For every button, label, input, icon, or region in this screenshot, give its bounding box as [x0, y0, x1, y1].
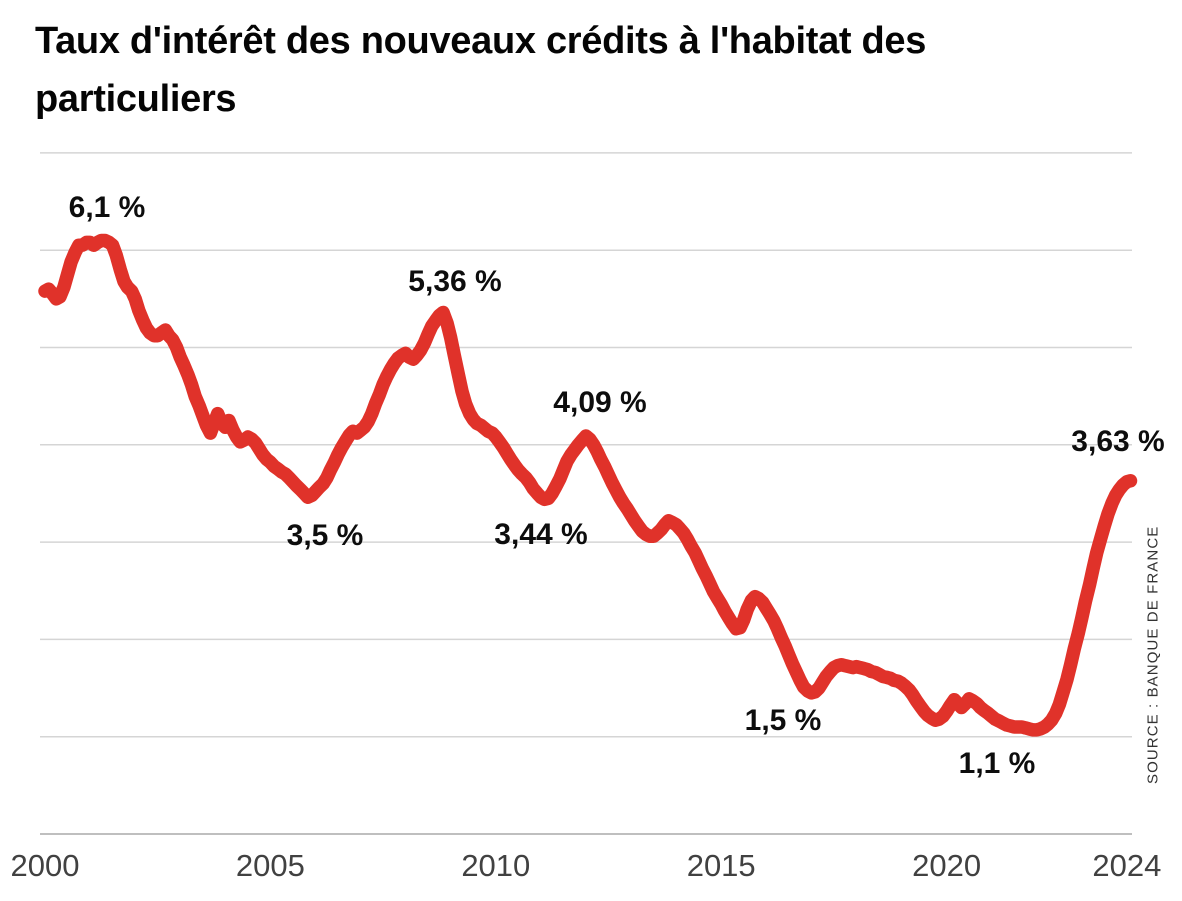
- value-annotation: 3,5 %: [286, 519, 364, 552]
- value-annotation: 4,09 %: [553, 386, 647, 419]
- x-axis-tick-label: 2015: [686, 848, 756, 883]
- value-annotation: 6,1 %: [68, 191, 146, 224]
- x-axis-tick-label: 2010: [461, 848, 531, 883]
- x-axis-tick-label: 2000: [10, 848, 80, 883]
- value-annotation: 5,36 %: [408, 265, 502, 298]
- value-annotation: 1,5 %: [744, 704, 822, 737]
- value-annotation: 1,1 %: [958, 747, 1036, 780]
- x-axis-tick-label: 2020: [912, 848, 982, 883]
- value-annotation: 3,63 %: [1071, 425, 1165, 458]
- title-line-2: particuliers: [35, 78, 237, 120]
- gridlines: [40, 152, 1132, 738]
- title-line-1: Taux d'intérêt des nouveaux crédits à l'…: [35, 20, 927, 62]
- interest-rate-line: [38, 233, 1138, 737]
- x-axis-tick-label: 2024: [1092, 848, 1162, 883]
- source-label: SOURCE : BANQUE DE FRANCE: [1144, 525, 1162, 785]
- x-axis-tick-label: 2005: [235, 848, 305, 883]
- value-annotation: 3,44 %: [494, 518, 588, 551]
- page-title: Taux d'intérêt des nouveaux crédits à l'…: [35, 12, 1115, 128]
